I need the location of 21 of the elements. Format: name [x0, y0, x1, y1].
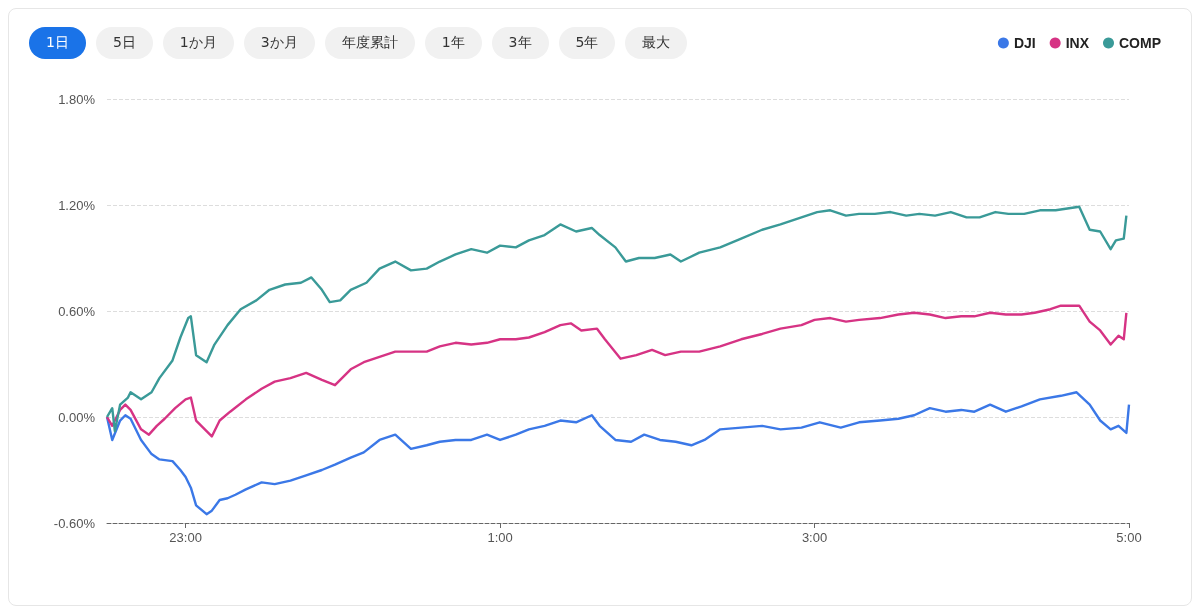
legend-label: INX [1065, 35, 1090, 51]
y-tick-label: 1.20% [58, 197, 96, 213]
y-tick-label: -0.60% [53, 515, 96, 531]
text: 年度累計 [324, 27, 415, 59]
text: 1か月 [162, 27, 234, 59]
y-tick-label: 0.00% [58, 409, 96, 425]
x-tick-label: 3:00 [801, 530, 828, 545]
x-tick-label: 23:00 [169, 530, 202, 545]
x-tick-label: 1:00 [487, 530, 513, 545]
text: 3年 [491, 27, 549, 59]
x-tick-label: 5:00 [1116, 530, 1142, 545]
text: 1年 [424, 27, 482, 59]
text: 5年 [558, 27, 616, 59]
legend-label: DJI [1013, 35, 1036, 51]
legend-label: COMP [1119, 35, 1161, 51]
text: 最大 [625, 27, 688, 59]
y-tick-label: 1.80% [58, 91, 96, 107]
text: 3か月 [243, 27, 315, 59]
y-tick-label: 0.60% [58, 303, 96, 319]
text: 1日 [29, 27, 86, 59]
text: 5日 [95, 27, 153, 59]
